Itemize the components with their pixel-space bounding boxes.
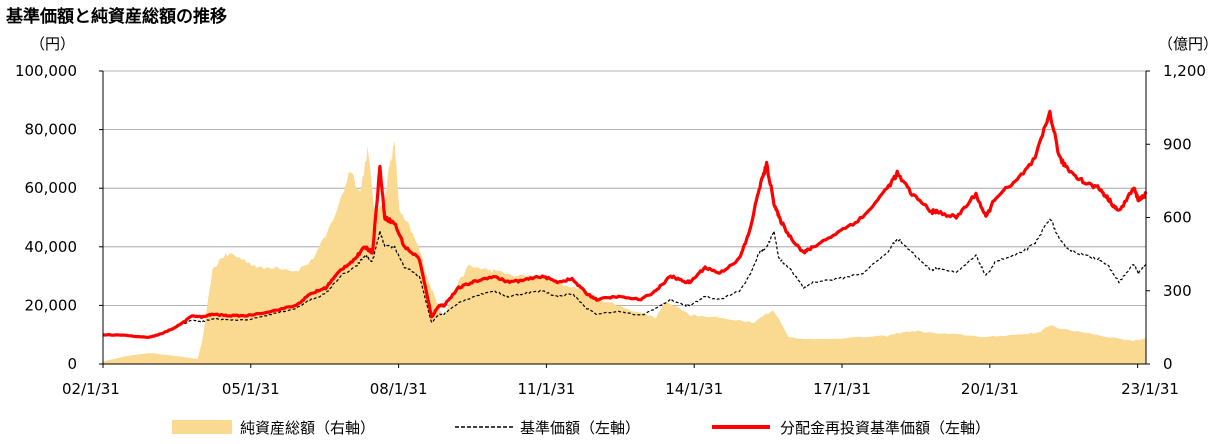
x-tick-label: 05/1/31	[222, 380, 280, 398]
legend-label-net-assets: 純資産総額（右軸）	[240, 419, 375, 437]
area-layer	[103, 140, 1146, 364]
x-tick-label: 20/1/31	[961, 380, 1019, 398]
legend-swatch-area	[172, 420, 232, 434]
right-axis-unit: （億円）	[1158, 35, 1219, 53]
left-tick-label: 60,000	[25, 179, 78, 197]
right-tick-label: 900	[1163, 135, 1192, 153]
x-tick-label: 14/1/31	[665, 380, 723, 398]
series-line-reinvested-nav	[102, 109, 1148, 339]
legend-label-nav: 基準価額（左軸）	[520, 419, 640, 437]
chart-title: 基準価額と純資産総額の推移	[6, 7, 227, 27]
axis-layer: 0 20,000 40,000 60,000 80,000 100,000 0 300 600 9…	[15, 62, 1206, 398]
left-tick-label: 40,000	[25, 238, 78, 256]
series-area-net-assets	[103, 140, 1146, 364]
x-tick-label: 02/1/31	[62, 380, 120, 398]
left-axis-unit: （円）	[30, 35, 76, 53]
left-tick-label: 20,000	[25, 296, 78, 314]
left-tick-label: 100,000	[15, 62, 77, 80]
right-tick-label: 1,200	[1163, 62, 1206, 80]
x-tick-label: 08/1/31	[370, 380, 428, 398]
right-tick-label: 600	[1163, 209, 1192, 227]
legend-label-reinvested-nav: 分配金再投資基準価額（左軸）	[780, 419, 990, 437]
legend: 純資産総額（右軸） 基準価額（左軸） 分配金再投資基準価額（左軸）	[172, 419, 990, 437]
series-line-nav	[102, 218, 1147, 339]
right-tick-label: 300	[1163, 282, 1192, 300]
line-layer	[102, 109, 1148, 339]
x-tick-label: 11/1/31	[517, 380, 575, 398]
x-tick-label: 23/1/31	[1121, 380, 1179, 398]
right-tick-label: 0	[1163, 355, 1173, 373]
x-tick-label: 17/1/31	[813, 380, 871, 398]
left-tick-label: 80,000	[25, 121, 78, 139]
left-tick-label: 0	[67, 355, 77, 373]
